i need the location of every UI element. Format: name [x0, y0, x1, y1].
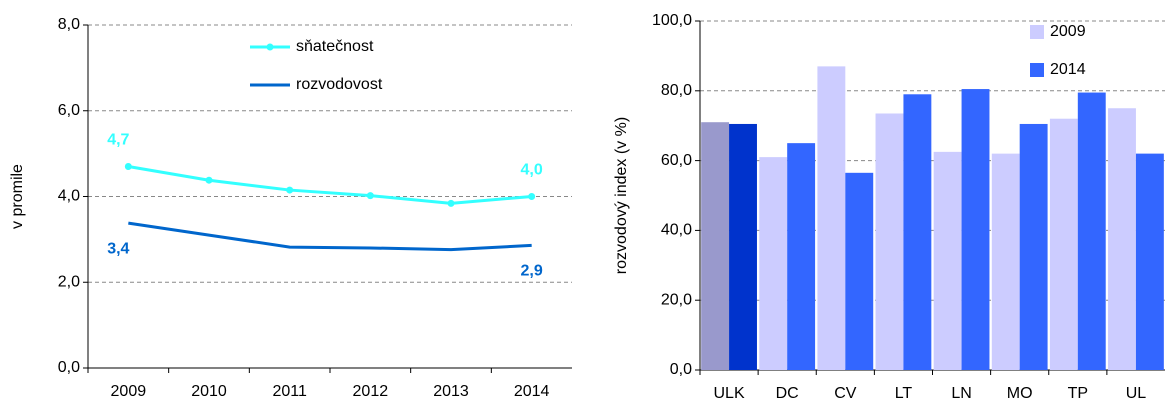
bar [1135, 153, 1164, 370]
bar [991, 153, 1020, 370]
y-tick-label: 4,0 [58, 188, 80, 205]
bar [903, 94, 932, 370]
y-tick-label: 0,0 [670, 361, 692, 378]
legend-marker [266, 43, 274, 51]
x-tick-label: MO [1007, 385, 1033, 402]
legend-swatch [1030, 63, 1044, 77]
bar [875, 113, 904, 371]
bar [787, 143, 816, 370]
y-tick-label: 40,0 [661, 222, 692, 239]
x-tick-label: UL [1126, 385, 1147, 402]
legend-label: rozvodovost [296, 76, 383, 93]
x-tick-label: TP [1068, 385, 1088, 402]
value-label: 3,4 [107, 240, 129, 257]
point [124, 162, 132, 170]
x-tick-label: ULK [714, 385, 745, 402]
y-tick-label: 100,0 [652, 12, 692, 29]
y-axis-label: rozvodový index (v %) [613, 117, 630, 274]
x-tick-label: 2009 [111, 383, 147, 400]
y-tick-label: 20,0 [661, 291, 692, 308]
x-tick-label: LT [895, 385, 913, 402]
x-tick-label: 2014 [514, 383, 550, 400]
bar [729, 123, 757, 370]
bar [845, 172, 874, 370]
x-tick-label: 2013 [433, 383, 469, 400]
x-tick-label: DC [776, 385, 799, 402]
legend-swatch [1030, 25, 1044, 39]
value-label: 4,0 [521, 162, 543, 179]
legend-label: 2009 [1050, 23, 1086, 40]
y-tick-label: 60,0 [661, 152, 692, 169]
y-tick-label: 80,0 [661, 82, 692, 99]
bar [1019, 123, 1048, 370]
y-tick-label: 2,0 [58, 273, 80, 290]
point [366, 192, 374, 200]
y-tick-label: 0,0 [58, 359, 80, 376]
x-tick-label: 2011 [272, 383, 307, 400]
bar [1049, 118, 1078, 370]
bar [1108, 108, 1136, 370]
point [286, 186, 294, 194]
legend-label: sňatečnost [296, 38, 374, 55]
bar [1077, 92, 1106, 371]
bar [759, 157, 788, 370]
bar [961, 89, 990, 371]
bar [817, 66, 846, 371]
bar [701, 122, 730, 371]
series-line [128, 221, 532, 252]
point [205, 176, 213, 184]
bar [933, 151, 962, 370]
y-axis-label: v promile [9, 164, 26, 229]
x-tick-label: LN [951, 385, 971, 402]
y-tick-label: 8,0 [58, 16, 80, 33]
point [528, 193, 536, 200]
value-label: 4,7 [107, 132, 129, 149]
x-tick-label: CV [834, 385, 857, 402]
value-label: 2,9 [521, 263, 543, 280]
point [447, 199, 455, 207]
x-tick-label: 2010 [191, 383, 227, 400]
legend-label: 2014 [1050, 61, 1086, 78]
y-tick-label: 6,0 [58, 102, 80, 119]
series-line [128, 165, 532, 205]
x-tick-label: 2012 [353, 383, 389, 400]
